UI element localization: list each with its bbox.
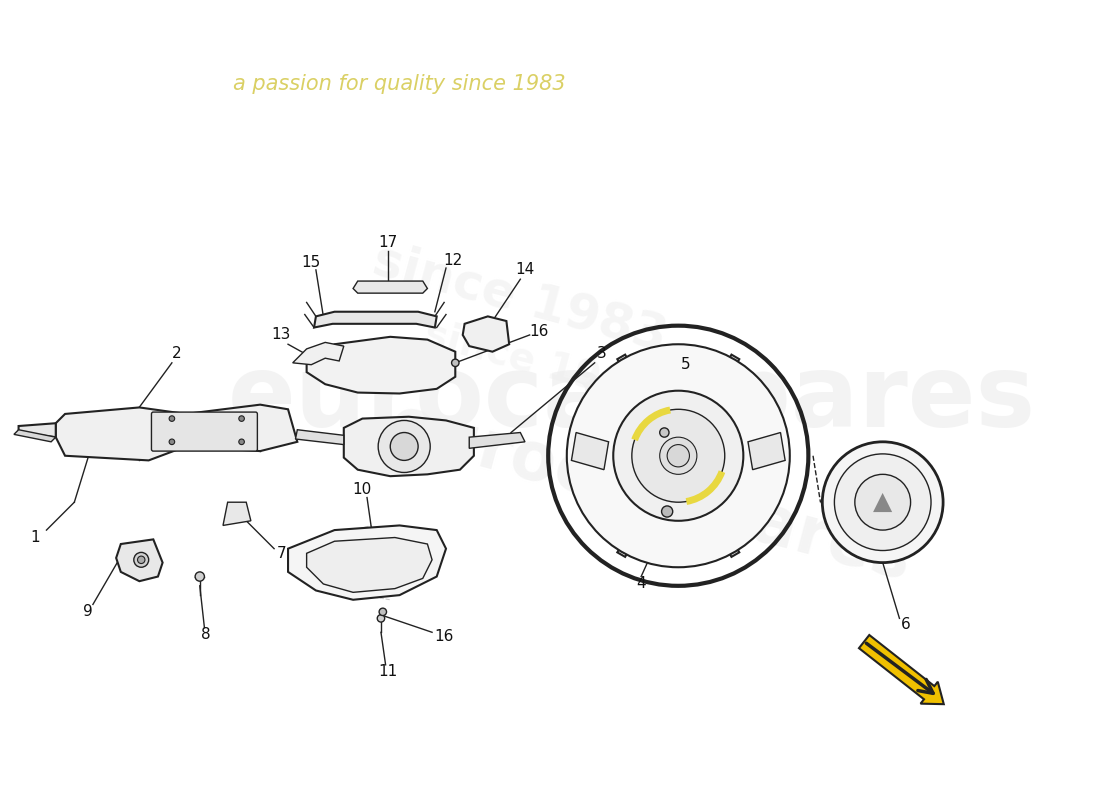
Text: a passion for quality since 1983: a passion for quality since 1983 bbox=[233, 74, 565, 94]
Polygon shape bbox=[344, 417, 474, 476]
Text: 7: 7 bbox=[277, 546, 286, 561]
Text: 6: 6 bbox=[901, 618, 911, 632]
Text: 1: 1 bbox=[31, 530, 40, 545]
Polygon shape bbox=[470, 433, 525, 448]
Text: 5: 5 bbox=[681, 357, 691, 372]
Circle shape bbox=[134, 552, 148, 567]
Circle shape bbox=[566, 344, 790, 567]
FancyArrow shape bbox=[859, 635, 944, 704]
Text: 8: 8 bbox=[201, 626, 211, 642]
Text: 16: 16 bbox=[434, 630, 454, 645]
Text: since 1983: since 1983 bbox=[420, 314, 658, 412]
Circle shape bbox=[631, 410, 725, 502]
Circle shape bbox=[452, 359, 459, 366]
Circle shape bbox=[614, 390, 744, 521]
Polygon shape bbox=[353, 281, 428, 293]
Text: 14: 14 bbox=[516, 262, 535, 278]
Circle shape bbox=[667, 445, 690, 467]
Polygon shape bbox=[296, 430, 344, 445]
Circle shape bbox=[239, 439, 244, 445]
Text: 17: 17 bbox=[378, 234, 398, 250]
FancyBboxPatch shape bbox=[152, 412, 257, 451]
Polygon shape bbox=[288, 526, 446, 600]
Circle shape bbox=[390, 433, 418, 460]
Polygon shape bbox=[307, 337, 455, 394]
Text: 4: 4 bbox=[636, 577, 646, 591]
Circle shape bbox=[855, 474, 911, 530]
Circle shape bbox=[660, 428, 669, 437]
Text: 13: 13 bbox=[271, 327, 290, 342]
Polygon shape bbox=[463, 316, 509, 352]
Text: eurocarspares: eurocarspares bbox=[382, 391, 920, 594]
Text: since 1983: since 1983 bbox=[367, 235, 673, 360]
Text: 16: 16 bbox=[529, 324, 549, 338]
Text: ▲: ▲ bbox=[873, 490, 892, 514]
Circle shape bbox=[823, 442, 943, 562]
Circle shape bbox=[169, 416, 175, 422]
Polygon shape bbox=[315, 312, 437, 327]
Circle shape bbox=[239, 416, 244, 422]
Text: 9: 9 bbox=[84, 604, 94, 619]
Circle shape bbox=[169, 439, 175, 445]
Circle shape bbox=[378, 421, 430, 473]
Polygon shape bbox=[223, 502, 251, 526]
Text: 11: 11 bbox=[378, 664, 398, 679]
Text: 15: 15 bbox=[301, 255, 321, 270]
Polygon shape bbox=[19, 423, 56, 437]
Polygon shape bbox=[56, 405, 297, 460]
Circle shape bbox=[138, 556, 145, 563]
Polygon shape bbox=[293, 342, 344, 365]
Circle shape bbox=[835, 454, 931, 550]
Polygon shape bbox=[117, 539, 163, 581]
Text: 12: 12 bbox=[443, 253, 463, 268]
Circle shape bbox=[660, 437, 697, 474]
Polygon shape bbox=[571, 433, 608, 470]
Text: 2: 2 bbox=[172, 346, 182, 361]
Text: eurocarspares: eurocarspares bbox=[228, 351, 1036, 449]
Polygon shape bbox=[14, 430, 56, 442]
Text: 3: 3 bbox=[597, 346, 607, 361]
Circle shape bbox=[379, 608, 386, 615]
Polygon shape bbox=[748, 433, 785, 470]
Text: 10: 10 bbox=[353, 482, 372, 497]
Circle shape bbox=[195, 572, 205, 581]
Polygon shape bbox=[307, 538, 432, 592]
Circle shape bbox=[377, 614, 385, 622]
Circle shape bbox=[661, 506, 673, 517]
